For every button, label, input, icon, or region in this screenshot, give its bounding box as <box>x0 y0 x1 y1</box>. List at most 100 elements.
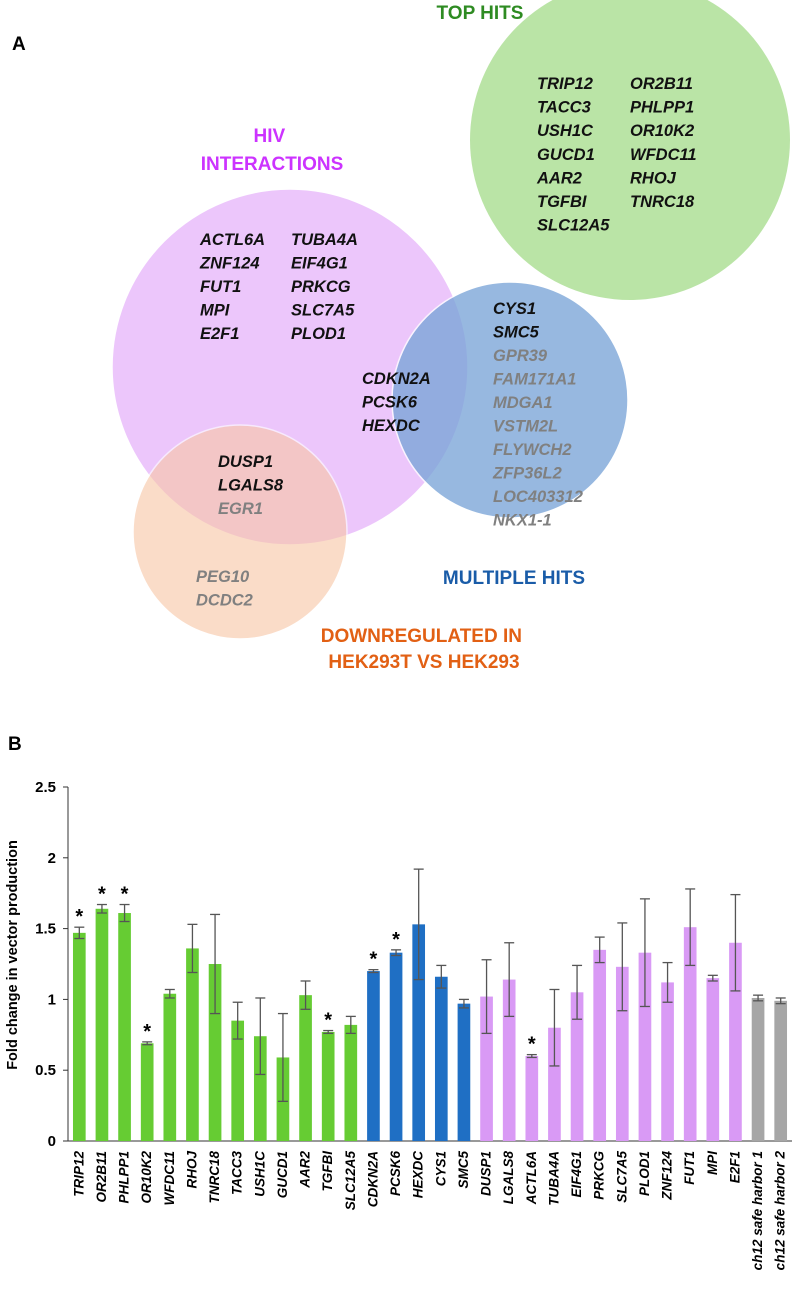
bar-tnrc18 <box>208 964 222 1141</box>
y-tick-label: 0.5 <box>35 1062 56 1079</box>
gene-label: GPR39 <box>493 347 548 365</box>
bar-smc5 <box>457 1003 471 1141</box>
x-tick-label: GUCD1 <box>275 1151 290 1198</box>
gene-label: USH1C <box>537 122 594 140</box>
bar-znf124 <box>661 982 674 1141</box>
significance-star: * <box>392 929 400 951</box>
gene-label: RHOJ <box>630 169 677 187</box>
gene-label: SMC5 <box>493 324 540 342</box>
panel-b-label: B <box>8 734 22 755</box>
error-bar <box>345 1015 356 1035</box>
error-bar <box>504 942 515 1018</box>
x-tick-label: PLOD1 <box>637 1151 652 1196</box>
bar-eif4g1 <box>570 992 584 1141</box>
gene-label: SLC7A5 <box>291 302 355 320</box>
hiv-interactions-title: HIV INTERACTIONS <box>201 126 344 175</box>
y-tick-label: 1 <box>48 991 56 1008</box>
error-bar <box>549 988 560 1067</box>
gene-label: VSTM2L <box>493 418 558 436</box>
bar-phlpp1 <box>118 913 131 1141</box>
bar-dusp1 <box>480 996 493 1141</box>
error-bar <box>255 997 266 1076</box>
x-tick-label: LGALS8 <box>501 1151 516 1205</box>
x-tick-label: ZNF124 <box>660 1151 675 1201</box>
x-tick-label: CDKN2A <box>365 1151 380 1207</box>
gene-label: PRKCG <box>291 278 351 296</box>
x-tick-label: PRKCG <box>592 1151 607 1200</box>
gene-label: TACC3 <box>537 99 591 117</box>
error-bar <box>277 1012 288 1103</box>
error-bar <box>119 903 130 923</box>
significance-star: * <box>143 1021 151 1043</box>
x-tick-label: SLC7A5 <box>614 1151 629 1203</box>
bar-hexdc <box>412 924 426 1141</box>
gene-label: PEG10 <box>196 568 250 586</box>
venn-top-hits-circle <box>470 0 790 300</box>
gene-label: LGALS8 <box>218 477 284 495</box>
error-bar <box>300 980 311 1010</box>
gene-label: MDGA1 <box>493 394 553 412</box>
significance-star: * <box>121 884 129 906</box>
gene-label: ZNF124 <box>199 255 260 273</box>
error-bar <box>730 893 741 992</box>
bar-or10k2 <box>140 1043 154 1141</box>
gene-label: E2F1 <box>200 325 239 343</box>
bar-slc12a5 <box>344 1024 358 1141</box>
gene-lists: TRIP12 TACC3 USH1C GUCD1 AAR2 TGFBI SLC12A5 OR2… <box>196 75 697 610</box>
significance-star: * <box>324 1010 332 1032</box>
bar-tacc3 <box>231 1020 245 1141</box>
bar-pcsk6 <box>389 952 403 1141</box>
bar-or2b11 <box>95 908 109 1141</box>
error-bar <box>639 898 650 1008</box>
x-tick-label: HEXDC <box>411 1151 426 1199</box>
gene-label: ZFP36L2 <box>492 465 562 483</box>
gene-label: DUSP1 <box>218 453 273 471</box>
x-tick-label: USH1C <box>252 1151 267 1197</box>
x-tick-label: TGFBI <box>320 1151 335 1192</box>
gene-label: ACTL6A <box>199 231 265 249</box>
downregulated-title: DOWNREGULATED IN HEK293T VS HEK293 <box>321 626 528 673</box>
error-bar <box>436 964 447 989</box>
bar-aar2 <box>299 995 312 1141</box>
gene-label: CDKN2A <box>362 370 431 388</box>
venn-downregulated-circle <box>132 424 348 640</box>
error-bar <box>707 974 718 982</box>
error-bar <box>753 994 764 1002</box>
x-tick-label: ACTL6A <box>524 1151 539 1205</box>
bar-trip12 <box>72 932 86 1141</box>
error-bar <box>96 903 107 914</box>
x-tick-label: SLC12A5 <box>343 1151 358 1211</box>
bar-tuba4a <box>548 1027 561 1141</box>
significance-star: * <box>528 1034 536 1056</box>
x-tick-label: RHOJ <box>184 1151 199 1189</box>
gene-label: WFDC11 <box>630 146 697 164</box>
gene-label: DCDC2 <box>196 592 253 610</box>
bar-prkcg <box>593 949 607 1141</box>
bar-ch12-safe-harbor-2 <box>774 1000 788 1141</box>
bar-e2f1 <box>729 942 742 1141</box>
gene-label: FUT1 <box>200 278 241 296</box>
gene-label: FLYWCH2 <box>493 441 572 459</box>
x-tick-label: E2F1 <box>727 1151 742 1183</box>
panel-b: B Fold change in vector production 0 0.5 1… <box>5 734 792 1270</box>
gene-label: EIF4G1 <box>291 255 348 273</box>
x-tick-label: MPI <box>705 1151 720 1175</box>
error-bar <box>458 998 469 1009</box>
x-tick-label: AAR2 <box>298 1151 313 1189</box>
x-tick-label: TACC3 <box>230 1151 245 1195</box>
gene-label: NKX1-1 <box>493 512 552 530</box>
bar-ch12-safe-harbor-1 <box>751 997 765 1141</box>
bar-wfdc11 <box>163 993 177 1141</box>
gene-label: PCSK6 <box>362 394 418 412</box>
gene-label: TUBA4A <box>291 231 358 249</box>
bar-fut1 <box>683 927 697 1141</box>
error-bar <box>662 961 673 1003</box>
y-tick-label: 2.5 <box>35 779 56 796</box>
bar-chart: 0 0.5 1 1.5 2 2.5 * TRIP12 * OR2B11 * PHLPP1 * OR10K2… <box>35 779 792 1270</box>
bar-cdkn2a <box>367 971 380 1141</box>
gene-label: TNRC18 <box>630 193 695 211</box>
x-tick-label: OR2B11 <box>94 1151 109 1203</box>
gene-label: TGFBI <box>537 193 587 211</box>
gene-label: TRIP12 <box>537 75 593 93</box>
